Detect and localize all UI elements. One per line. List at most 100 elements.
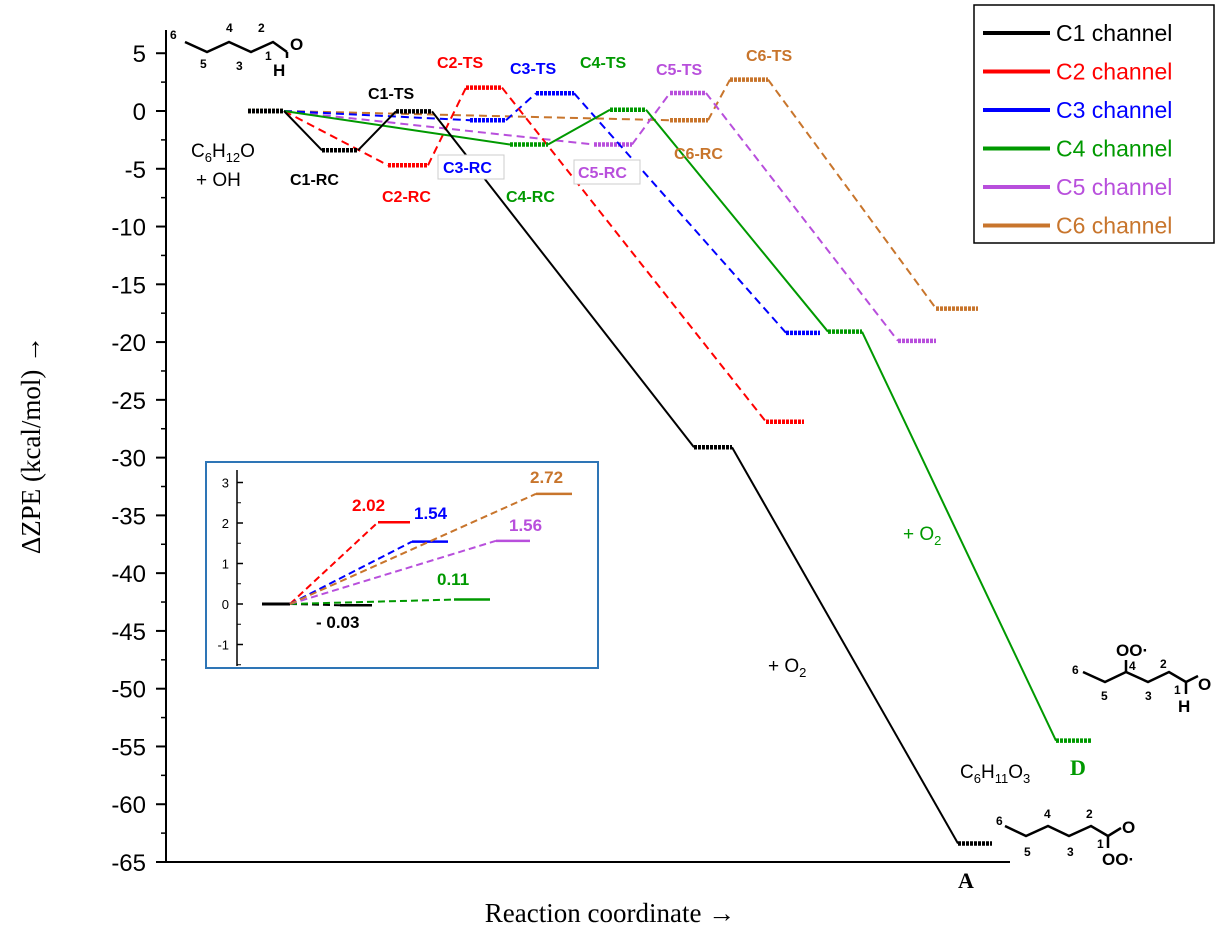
y-tick-label: 0 [133,99,146,126]
product-a-num-4: 4 [1044,807,1051,821]
label-c1-ts: C1-TS [368,86,415,103]
product-a-num-6: 6 [996,814,1003,828]
label-c2-ts: C2-TS [437,55,484,72]
label-c5-rc: C5-RC [578,165,627,182]
label-c4-rc: C4-RC [506,189,555,206]
y-tick-label: -45 [111,619,146,646]
legend-label-6: C6 channel [1056,213,1172,239]
inset-path-6 [289,492,537,605]
label-c6-rc: C6-RC [674,146,723,163]
legend-label-1: C1 channel [1056,20,1172,46]
label-c2-rc: C2-RC [382,189,431,206]
inset-y-label: 1 [222,557,229,572]
reactant-label: C6H12O + OH [191,141,255,191]
product-a-num-1: 1 [1097,837,1104,851]
label-c3-rc: C3-RC [443,160,492,177]
inset-value-c6: 2.72 [530,468,563,487]
connector-6-2 [767,78,937,310]
channel-2 [248,85,804,425]
state-labels: C1-TS C1-RC C2-TS C2-RC C3-TS C3-RC C4-T… [290,48,793,206]
connector-1-1 [357,110,397,151]
label-c4-ts: C4-TS [580,55,627,72]
label-c6-ts: C6-TS [746,48,793,65]
reactant-formula-o: O [240,141,255,162]
connector-3-1 [505,92,537,121]
product-d-oo: OO· [1116,641,1148,660]
y-tick-label: -30 [111,446,146,473]
connector-5-2 [705,92,899,342]
y-tick-label: -50 [111,677,146,704]
product-d-structure [1082,660,1199,694]
connector-5-0 [283,110,595,146]
inset-path-3 [289,540,413,605]
hexanal-structure [184,40,289,58]
y-tick-label: -65 [111,850,146,877]
reaction-channels [248,77,1092,846]
inset-value-c5: 1.56 [509,516,542,535]
connector-3-0 [283,110,471,122]
product-d-num-6: 6 [1072,663,1079,677]
y-tick-label: -35 [111,503,146,530]
product-d-label: D [1070,755,1086,780]
connector-1-3 [731,446,959,845]
hexanal-num-3: 3 [236,59,243,73]
reactant-formula-h: H [212,141,226,162]
inset-path-1 [289,603,341,607]
product-a-ooo: OO· [1102,850,1134,869]
product-d-h: H [1178,697,1190,716]
product-d-num-5: 5 [1101,689,1108,703]
reactant-plus-oh: + OH [196,170,241,191]
product-a-labels: 6 4 2 5 3 1 [996,807,1104,859]
hexanal-labels: 6 4 2 5 3 1 [170,21,272,73]
y-tick-label: -10 [111,215,146,242]
c5-rc-label-box [573,159,641,185]
y-tick-label: -20 [111,330,146,357]
channel-4 [248,107,1092,743]
label-c1-rc: C1-RC [290,172,339,189]
inset-value-labels: 2.02 1.54 2.72 1.56 0.11 - 0.03 [316,468,563,632]
inset-y-label: 0 [222,597,229,612]
product-d-o: O [1198,675,1211,694]
connector-4-2 [645,109,829,333]
legend-label-5: C5 channel [1056,174,1172,200]
product-a-o: O [1122,818,1135,837]
y-axis-label: ΔZPE (kcal/mol) → [16,336,46,554]
y-tick-label: -40 [111,561,146,588]
connector-6-1 [707,79,731,121]
reactant-formula-sub6: 6 [205,150,212,165]
connector-1-0 [283,110,323,151]
inset-y-label: -1 [217,638,229,653]
y-tick-label: -55 [111,734,146,761]
product-a-structure [1004,824,1122,848]
svg-text:C6H12O: C6H12O [191,141,255,165]
inset-value-c4: 0.11 [437,570,469,589]
y-tick-label: -5 [125,157,146,184]
x-axis-label: Reaction coordinate → [485,898,735,928]
inset-y-label: 2 [222,516,229,531]
c3-rc-label-box [437,154,505,180]
hexanal-h: H [273,61,285,80]
product-a-num-5: 5 [1024,845,1031,859]
legend-label-2: C2 channel [1056,59,1172,85]
hexanal-num-6: 6 [170,28,177,42]
connector-2-1 [427,87,467,166]
o2-label-green: + O2 [903,524,941,548]
product-d-num-2: 2 [1160,657,1167,671]
connector-4-0 [283,110,511,146]
y-tick-label: -60 [111,792,146,819]
inset-path-5 [289,539,497,605]
legend-label-4: C4 channel [1056,136,1172,162]
hexanal-num-5: 5 [200,57,207,71]
reactant-formula-c: C [191,141,205,162]
connector-4-1 [547,108,611,146]
inset-path-2 [289,521,379,605]
inset-value-c2: 2.02 [352,496,385,515]
reactant-formula-sub12: 12 [226,150,240,165]
product-a-num-3: 3 [1067,845,1074,859]
inset-path-4 [289,598,455,605]
hexanal-o: O [290,35,303,54]
product-d-labels: 6 4 2 5 3 1 [1072,657,1181,703]
y-tick-label: 5 [133,41,146,68]
o2-label-black: + O2 [768,656,806,680]
